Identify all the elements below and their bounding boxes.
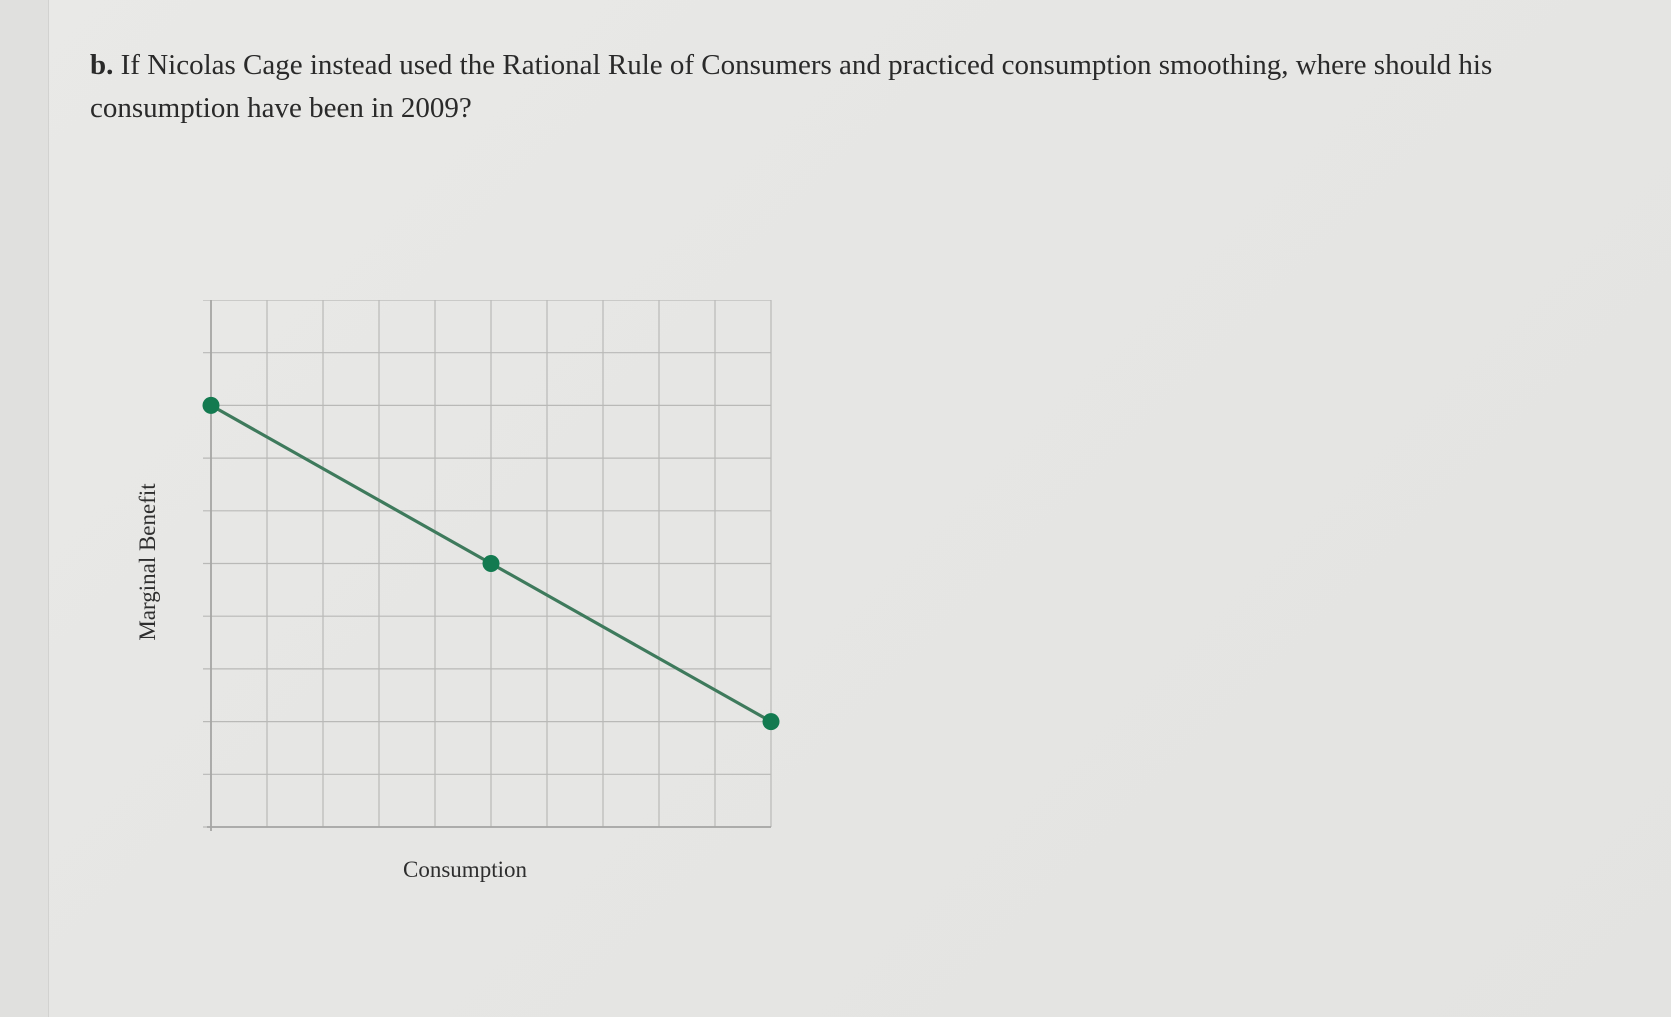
- data-point: [762, 713, 780, 731]
- chart-series: [202, 396, 780, 731]
- page-margin-strip: [0, 0, 49, 1017]
- x-axis-label: Consumption: [403, 857, 527, 882]
- data-point: [202, 396, 220, 414]
- data-point: [482, 555, 500, 572]
- question-text: b. If Nicolas Cage instead used the Rati…: [90, 44, 1610, 130]
- marginal-benefit-chart: Marginal Benefit Consumption: [135, 300, 780, 882]
- question-body: If Nicolas Cage instead used the Rationa…: [90, 49, 1493, 124]
- question-label: b.: [90, 49, 114, 81]
- y-axis-label: Marginal Benefit: [135, 483, 160, 641]
- chart-axes: [207, 300, 771, 831]
